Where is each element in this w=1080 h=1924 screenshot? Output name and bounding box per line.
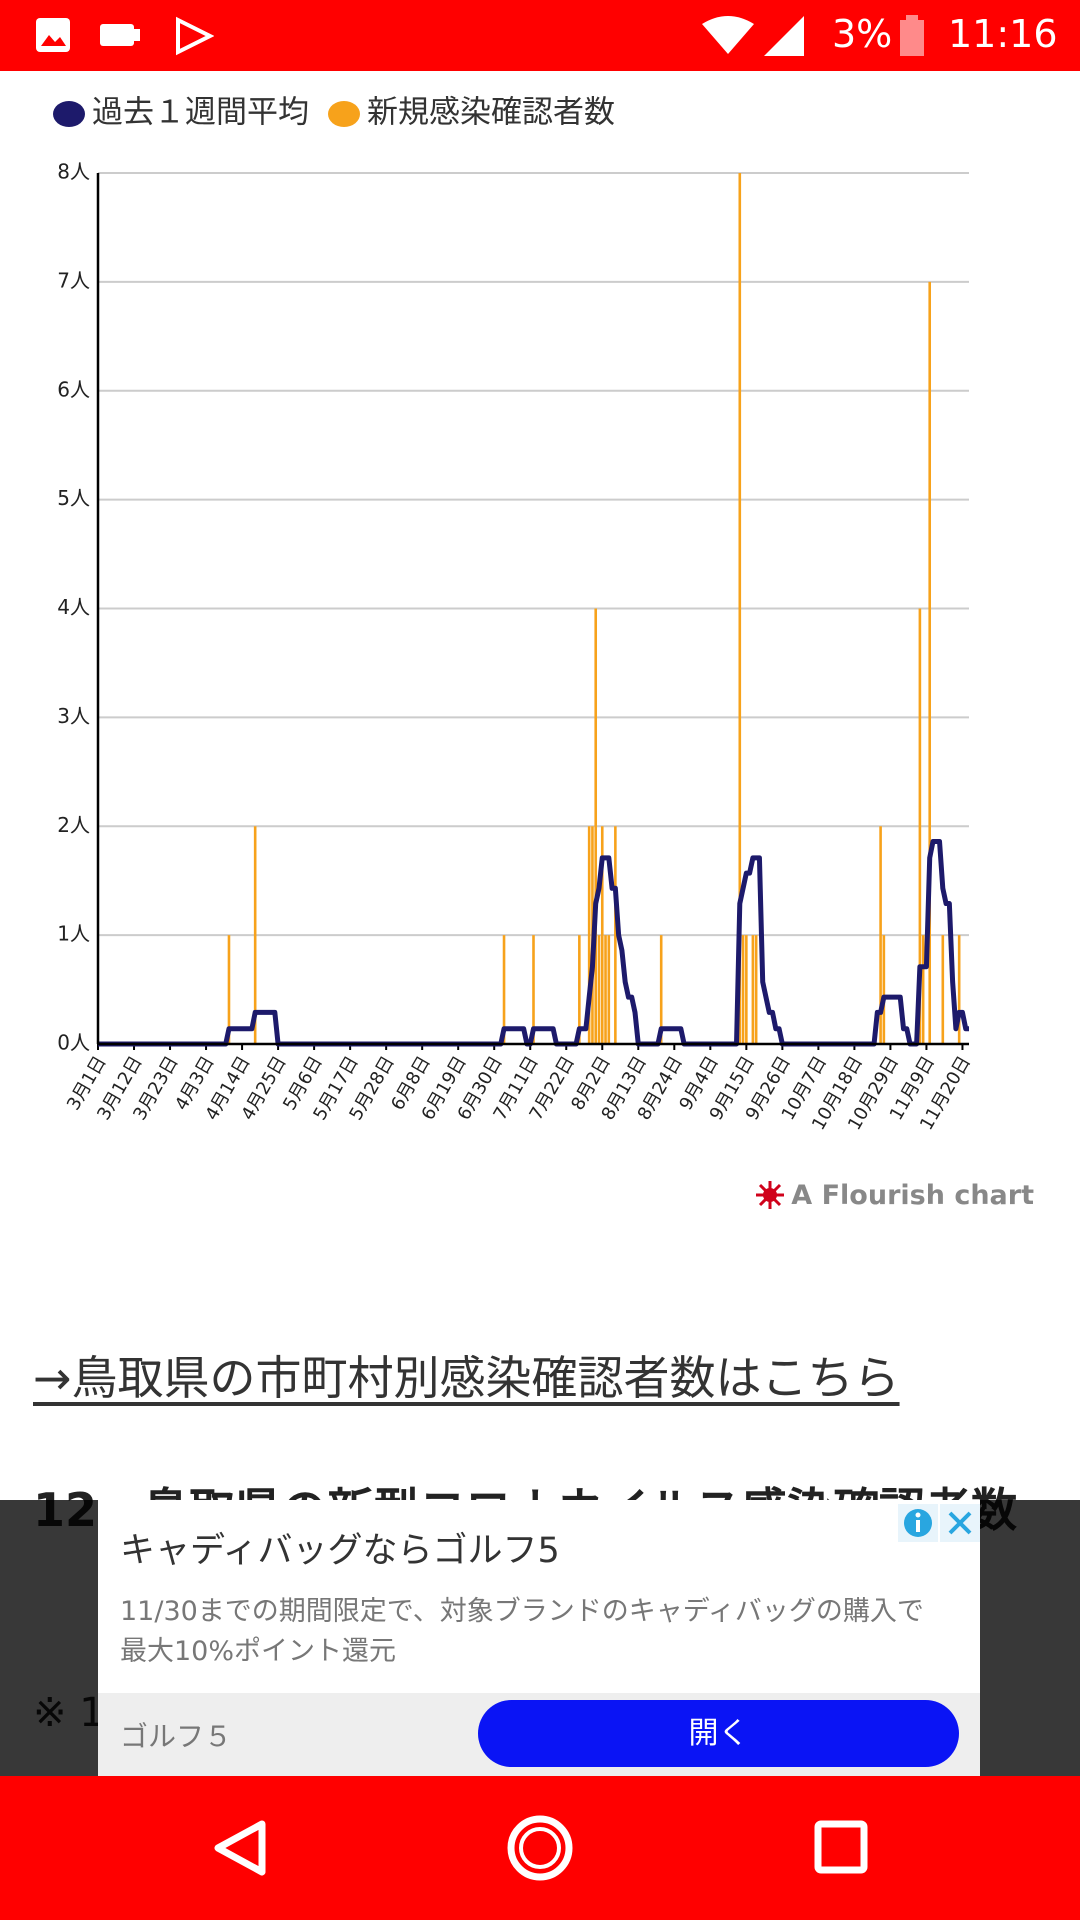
bar [659,935,663,1044]
bar [741,935,745,1044]
clock: 11:16 [948,12,1058,56]
bar [604,935,607,1044]
ad-footer: ゴルフ５ 開く [98,1693,980,1776]
y-tick-label: 1人 [57,922,90,946]
legend-label: 過去１週間平均 [92,95,309,131]
signal-icons [702,16,804,56]
nav-bar [0,1776,1080,1920]
back-button[interactable] [214,1820,266,1876]
bar [600,826,604,1044]
recents-button[interactable] [814,1820,868,1874]
flourish-logo [756,1181,785,1209]
y-tick-label: 0人 [57,1031,90,1055]
bar [957,935,961,1044]
chart: 0人1人2人3人4人5人6人7人8人3月1日3月12日3月23日4月3日4月14… [53,95,975,1134]
chart-credit[interactable]: A Flourish chart [755,1180,1034,1211]
bar [587,826,591,1044]
bar [614,826,617,1044]
bar [941,935,945,1044]
bar [918,608,922,1044]
credit-text: A Flourish chart [791,1180,1034,1211]
bar [879,826,882,1044]
y-tick-label: 5人 [57,486,90,510]
bar [882,935,886,1044]
ad-card[interactable]: キャディバッグならゴルフ5 11/30までの期間限定で、対象ブランドのキャディバ… [98,1500,980,1776]
ad-controls[interactable] [898,1504,980,1544]
nav-icons [214,1815,868,1881]
ad-title: キャディバッグならゴルフ5 [120,1531,560,1571]
legend-label: 新規感染確認者数 [367,95,615,131]
home-inner [519,1827,561,1869]
bar [532,935,535,1044]
y-tick-label: 4人 [57,595,90,619]
bar [754,935,758,1044]
bar [928,281,932,1044]
legend-swatch [53,101,85,127]
battery-percent: 3% [832,12,893,56]
bar [921,935,925,1044]
bar [745,935,748,1044]
bar [751,935,755,1044]
bar [738,173,742,1044]
ad-open-button[interactable]: 開く [478,1700,959,1767]
bar [594,608,598,1044]
y-tick-label: 3人 [57,704,90,728]
battery-icon [900,15,924,56]
legend-swatch [328,101,360,127]
bar [607,935,611,1044]
y-tick-label: 2人 [57,813,90,837]
city-link[interactable]: →鳥取県の市町村別感染確認者数はこちら [33,1351,900,1405]
bar [597,935,601,1044]
home-button[interactable] [507,1815,573,1881]
bar [502,935,506,1044]
y-tick-label: 7人 [57,268,90,292]
status-icons [36,16,214,56]
ad-description: 11/30までの期間限定で、対象ブランドのキャディバッグの購入で最大10%ポイン… [120,1596,924,1667]
status-bar: 3% 11:16 [0,0,1080,71]
ad-advertiser: ゴルフ５ [120,1720,233,1753]
y-tick-label: 8人 [57,160,90,184]
y-tick-label: 6人 [57,377,90,401]
bar [578,935,581,1044]
bar [253,826,257,1044]
bar [227,935,231,1044]
